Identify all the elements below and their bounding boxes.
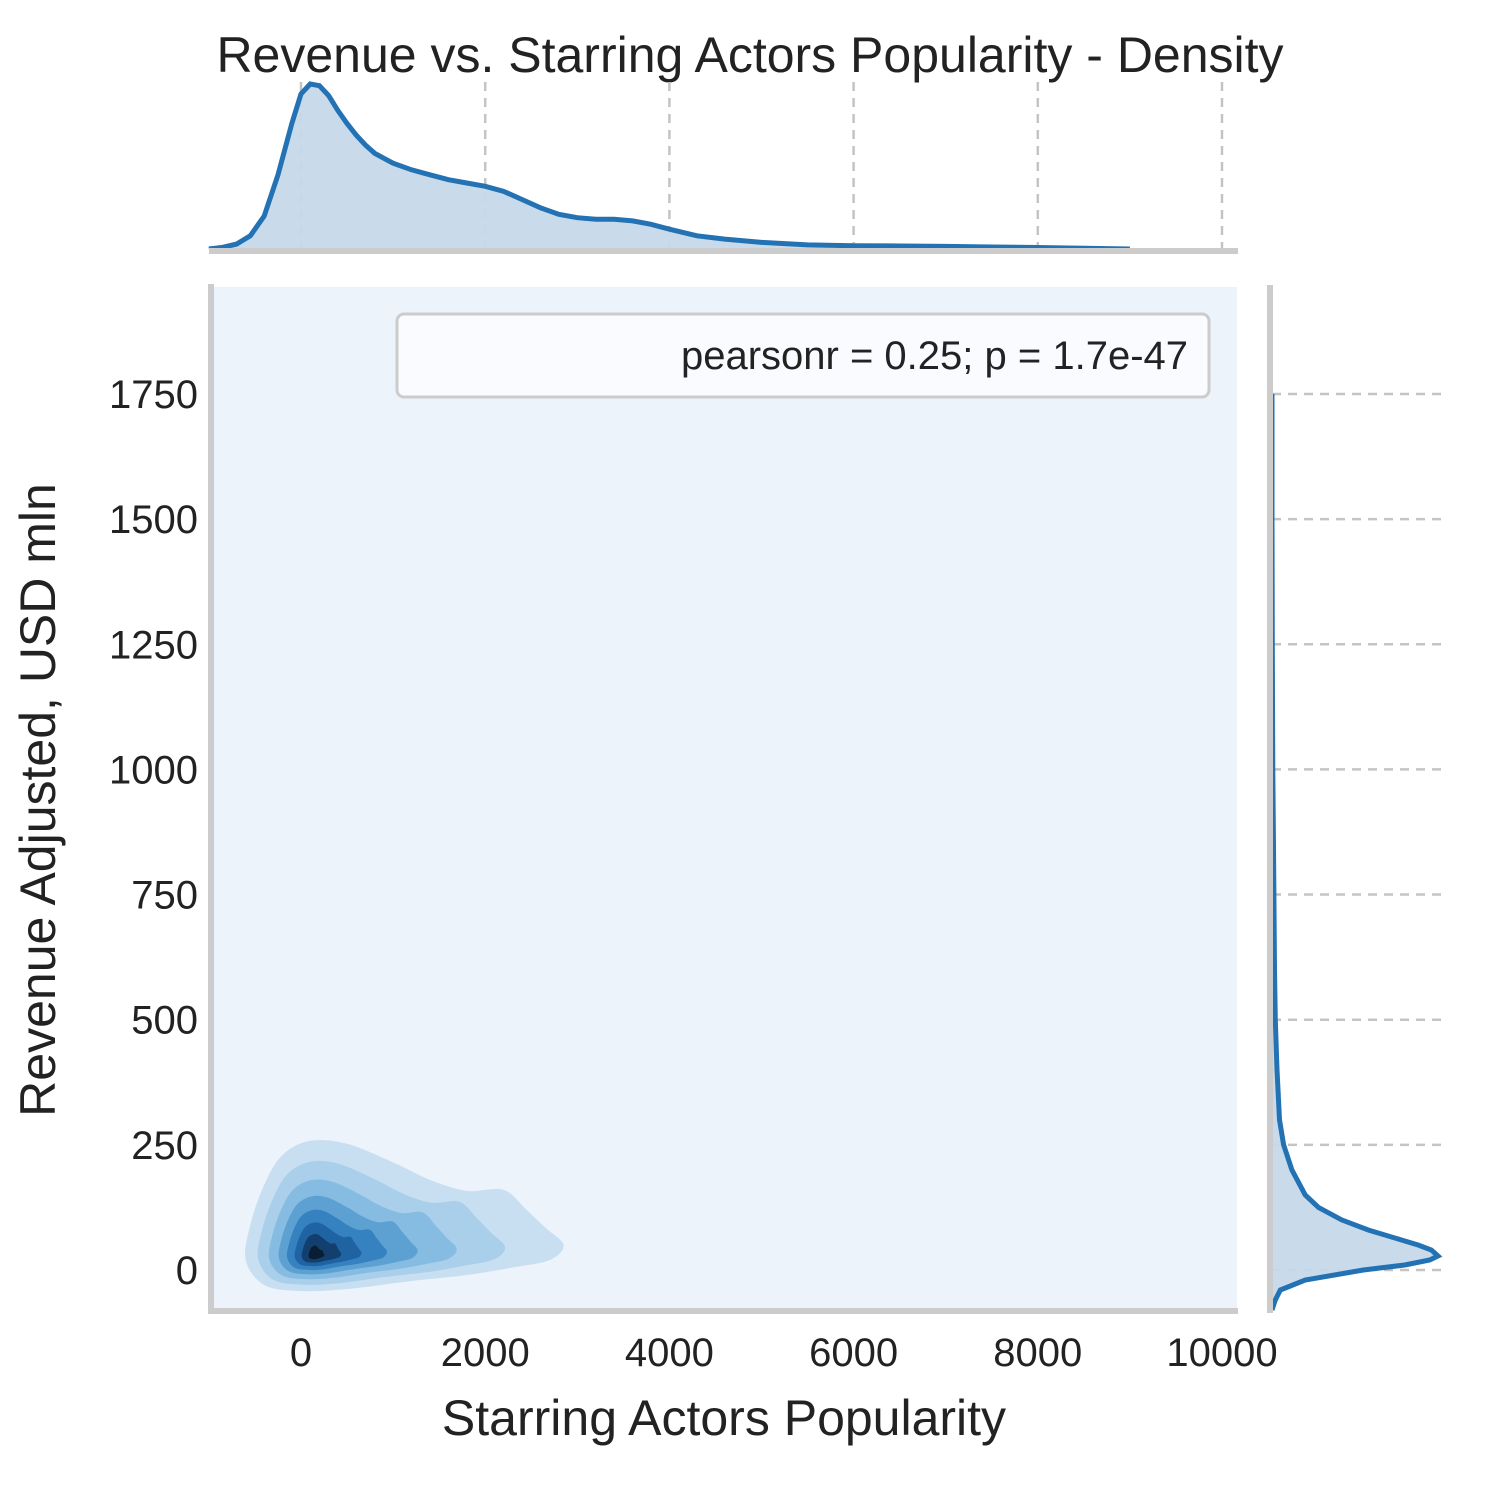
chart-title: Revenue vs. Starring Actors Popularity -…: [216, 27, 1283, 83]
y-tick-label: 1250: [109, 623, 198, 667]
top-marginal-density-fill: [208, 84, 1130, 249]
y-tick-label: 0: [176, 1249, 198, 1293]
legend-frame: [395, 312, 1211, 399]
y-tick-label: 1000: [109, 748, 198, 792]
y-tick-labels: 0 250 500 750 1000 1250 1500 1750: [109, 373, 198, 1293]
y-tick-label: 1750: [109, 373, 198, 417]
y-axis-label: Revenue Adjusted, USD mln: [10, 483, 66, 1117]
x-axis-label: Starring Actors Popularity: [442, 1390, 1006, 1446]
x-tick-label: 6000: [809, 1331, 898, 1375]
right-marginal-panel: [1267, 285, 1443, 1313]
y-tick-label: 500: [131, 999, 198, 1043]
x-tick-label: 8000: [993, 1331, 1082, 1375]
kde-contours: [245, 1139, 564, 1292]
x-tick-labels: 0 2000 4000 6000 8000 10000: [290, 1331, 1278, 1375]
y-tick-label: 1500: [109, 498, 198, 542]
right-marginal-density-fill: [1272, 393, 1438, 1310]
joint-panel-background: [212, 287, 1237, 1311]
top-marginal-panel: [208, 81, 1238, 254]
y-tick-label: 250: [131, 1124, 198, 1168]
legend-annotation: pearsonr = 0.25; p = 1.7e-47: [681, 334, 1188, 378]
x-tick-label: 4000: [625, 1331, 714, 1375]
top-marginal-density-line: [208, 81, 1130, 252]
y-tick-label: 750: [131, 874, 198, 918]
right-marginal-density-line: [1269, 393, 1443, 1311]
x-tick-label: 2000: [441, 1331, 530, 1375]
kde-contour-level-8: [308, 1245, 325, 1260]
x-tick-label: 0: [290, 1331, 312, 1375]
joint-panel: pearsonr = 0.25; p = 1.7e-47: [208, 284, 1238, 1314]
x-tick-label: 10000: [1166, 1331, 1277, 1375]
right-marginal-gridlines: [1272, 392, 1442, 1272]
legend-box: pearsonr = 0.25; p = 1.7e-47: [395, 312, 1211, 399]
